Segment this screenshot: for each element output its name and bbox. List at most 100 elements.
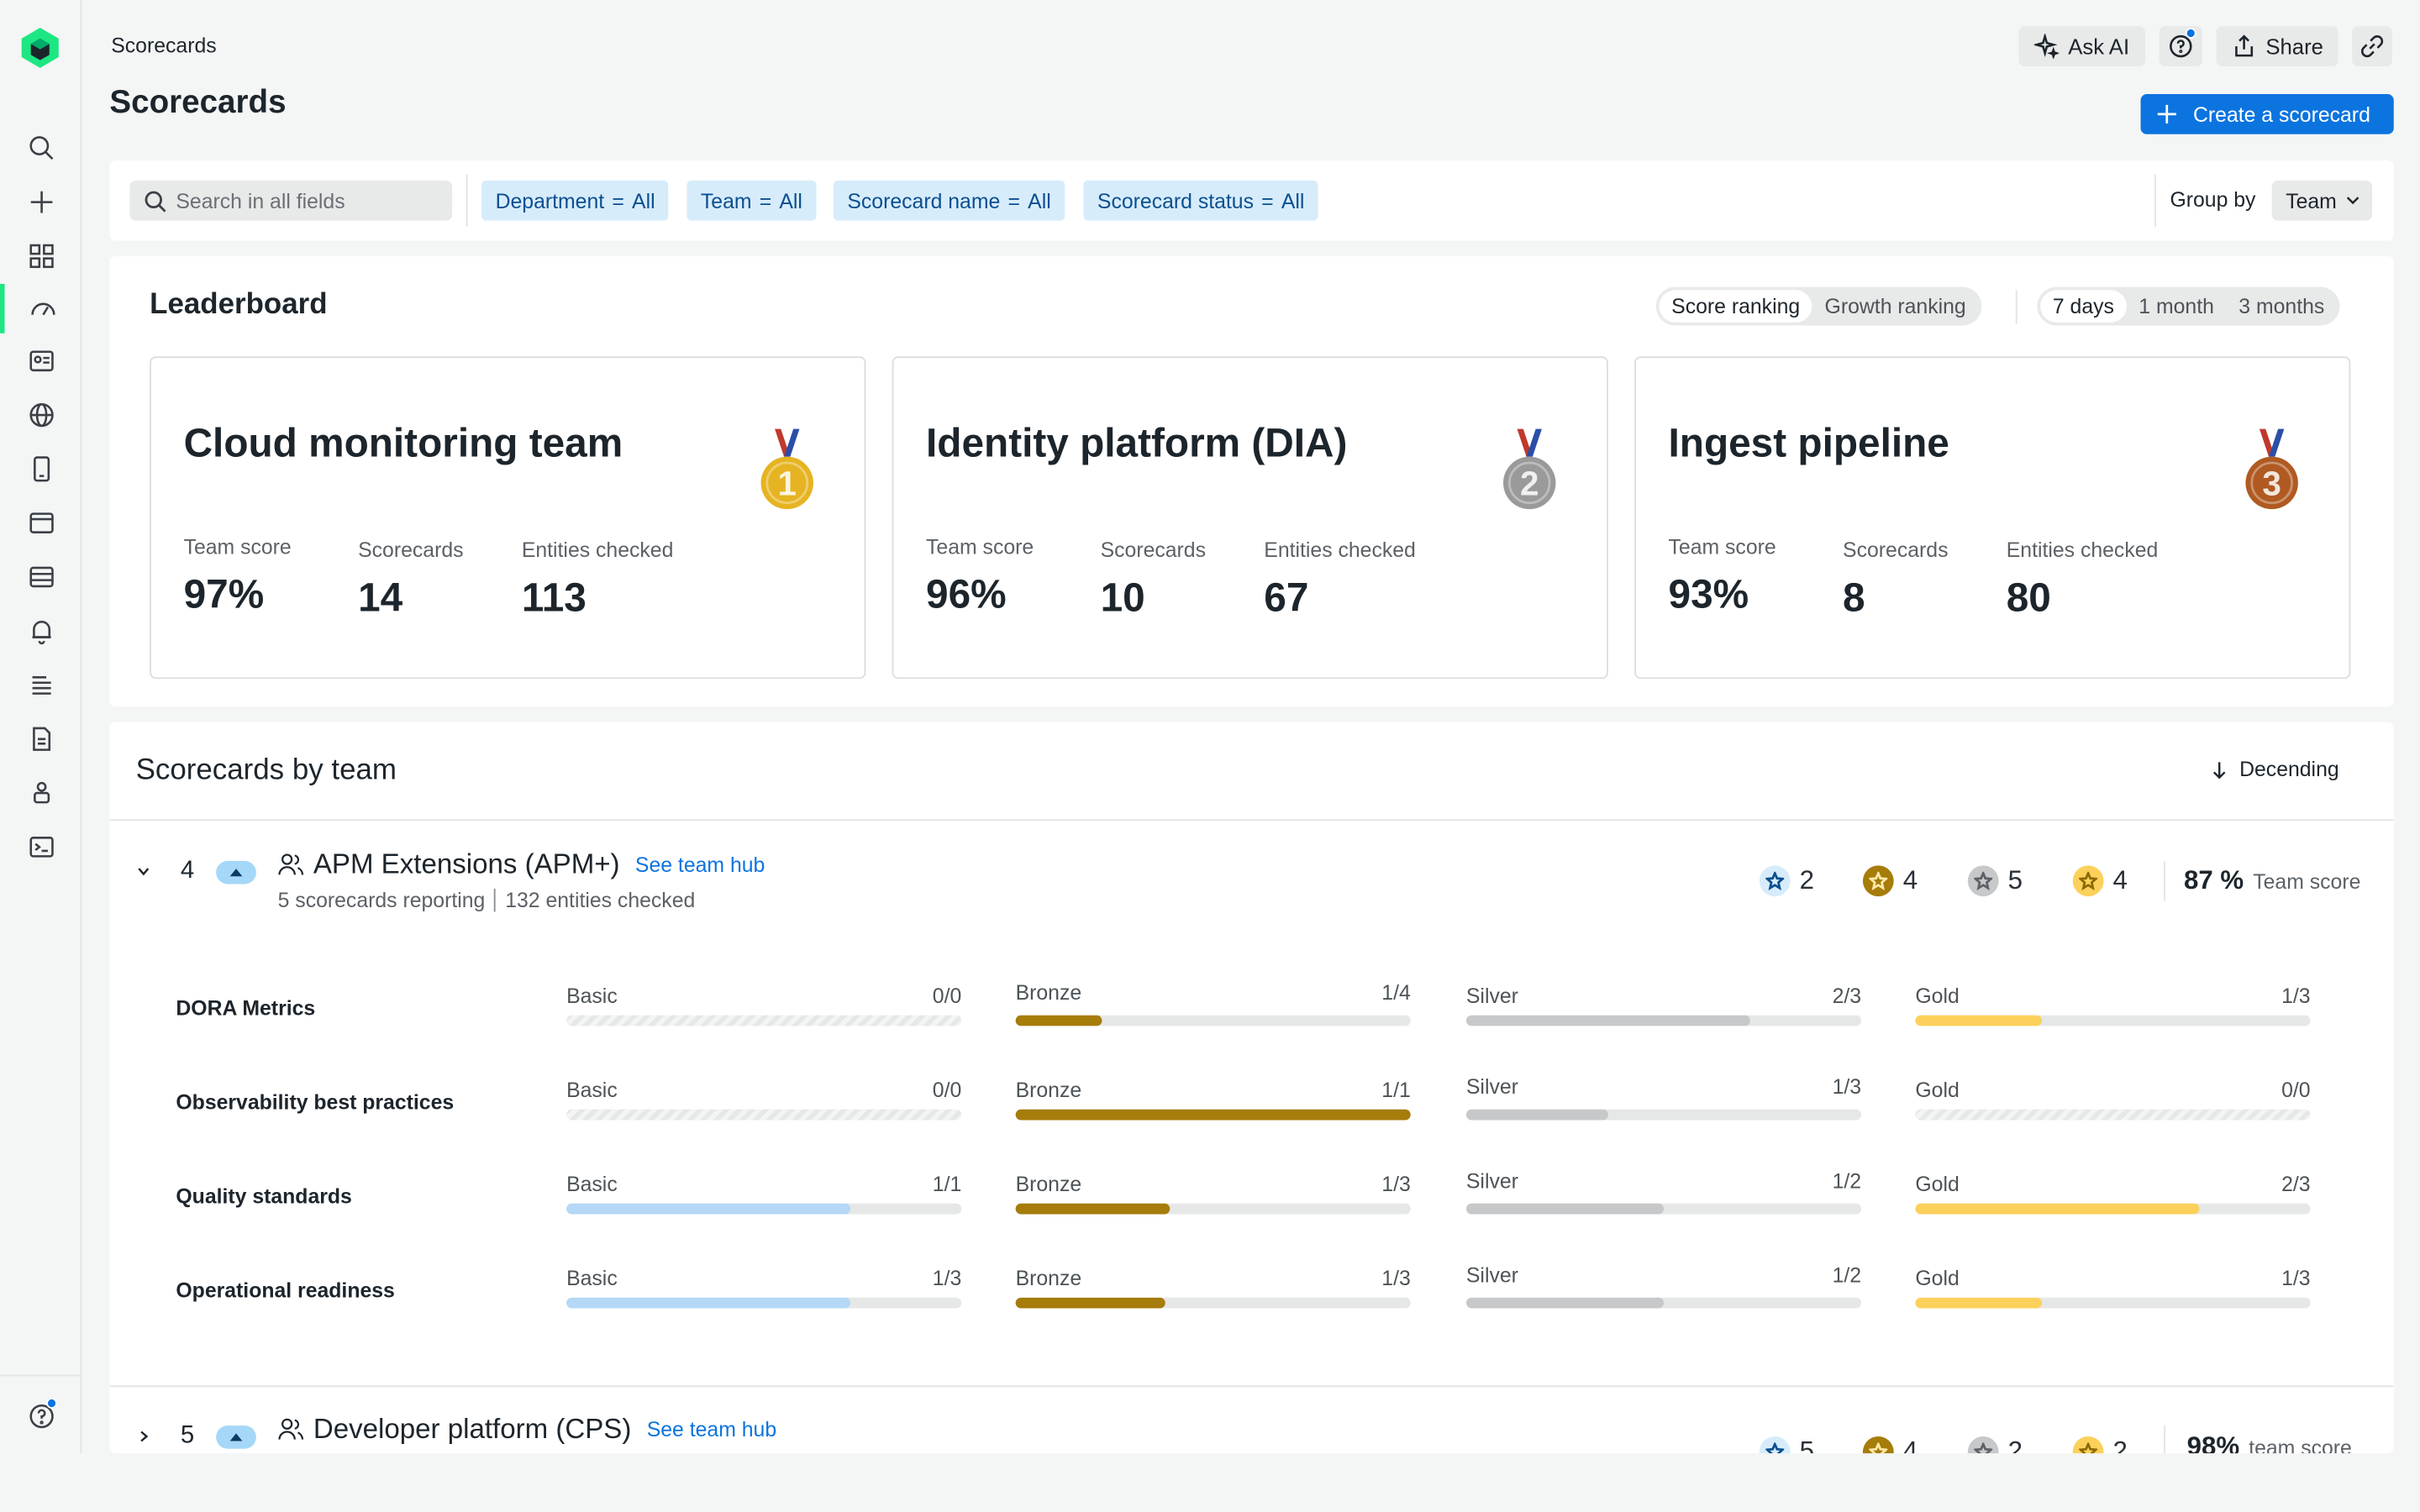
progress-track	[566, 1203, 962, 1215]
groupby-divider	[2154, 174, 2156, 227]
infrastructure-icon[interactable]	[0, 553, 82, 602]
progress-track	[1465, 1109, 1862, 1121]
share-button[interactable]: Share	[2216, 26, 2339, 66]
sparkle-icon	[2033, 34, 2060, 59]
metric-level-basic[interactable]: Basic 1/3	[566, 1266, 962, 1310]
group-by-value: Team	[2286, 188, 2337, 213]
level-value: 1/3	[932, 1266, 962, 1290]
team-score-value: 97%	[183, 570, 265, 617]
add-icon[interactable]	[0, 177, 82, 227]
basic-star-icon	[1759, 865, 1791, 897]
group-by-select[interactable]: Team	[2271, 180, 2373, 221]
link-icon	[2361, 35, 2384, 58]
group-by-label: Group by	[2170, 188, 2256, 212]
tab-3-months[interactable]: 3 months	[2238, 294, 2325, 318]
team-row-divider	[109, 1385, 2394, 1388]
document-icon[interactable]	[0, 714, 82, 764]
ai-robot-icon[interactable]	[0, 769, 82, 818]
progress-track	[1465, 1297, 1862, 1309]
chevron-down-icon	[2346, 197, 2360, 205]
level-label: Silver	[1465, 984, 1518, 1008]
progress-track	[1015, 1203, 1411, 1215]
breadcrumb[interactable]: Scorecards	[111, 34, 217, 57]
metric-level-silver[interactable]: Silver 1/2	[1465, 1263, 1862, 1309]
scorecards-gauge-icon[interactable]	[0, 283, 82, 333]
level-label: Silver	[1465, 1169, 1518, 1193]
search-input[interactable]: Search in all fields	[129, 180, 453, 221]
level-value: 0/0	[2281, 1078, 2311, 1102]
metric-level-silver[interactable]: Silver 2/3	[1465, 984, 1862, 1027]
filter-chip-department[interactable]: Department = All	[481, 180, 670, 221]
level-label: Bronze	[1015, 981, 1082, 1005]
metric-level-basic[interactable]: Basic 0/0	[566, 984, 962, 1027]
metric-level-bronze[interactable]: Bronze 1/1	[1015, 1078, 1411, 1121]
tab-score-ranking[interactable]: Score ranking	[1659, 290, 1812, 323]
sort-button[interactable]: Decending	[2212, 758, 2339, 780]
basic-badge-count: 5	[1759, 1436, 1814, 1454]
team-score-value: 96%	[926, 570, 1007, 617]
metric-level-gold[interactable]: Gold 1/3	[1915, 984, 2311, 1027]
metric-level-gold[interactable]: Gold 0/0	[1915, 1078, 2311, 1121]
chip-field: Scorecard status	[1097, 188, 1254, 213]
team-score-label: Team score	[2253, 869, 2361, 894]
tab-growth-ranking[interactable]: Growth ranking	[1824, 294, 1966, 318]
page-bottom	[0, 1453, 2420, 1512]
team-name-group: Developer platform (CPS) See team hub	[278, 1413, 777, 1446]
chevron-down-icon[interactable]	[136, 864, 151, 879]
period-toggle: 7 days 1 month 3 months	[2037, 286, 2340, 326]
metric-level-basic[interactable]: Basic 1/1	[566, 1172, 962, 1215]
metric-level-silver[interactable]: Silver 1/3	[1465, 1075, 1862, 1121]
triangle-up-icon	[229, 869, 243, 877]
new-relic-logo-icon[interactable]	[20, 26, 60, 69]
progress-track	[566, 1109, 962, 1121]
progress-fill	[566, 1297, 851, 1309]
metric-level-gold[interactable]: Gold 2/3	[1915, 1173, 2311, 1215]
rank-up-indicator	[216, 860, 256, 885]
search-icon[interactable]	[0, 123, 82, 173]
entity-card-icon[interactable]	[0, 336, 82, 386]
team-rank: 5	[180, 1422, 195, 1449]
level-value: 1/3	[1832, 1075, 1862, 1099]
filter-chip-scorecard-status[interactable]: Scorecard status = All	[1083, 180, 1318, 221]
level-value: 1/1	[1381, 1078, 1411, 1102]
see-team-hub-link[interactable]: See team hub	[634, 853, 765, 877]
progress-fill	[1015, 1109, 1411, 1121]
silver-badge-count: 5	[1967, 865, 2023, 897]
browser-window-icon[interactable]	[0, 498, 82, 548]
help-badge-dot	[2185, 28, 2196, 39]
metric-level-bronze[interactable]: Bronze 1/3	[1015, 1173, 1411, 1215]
help-icon[interactable]	[0, 1392, 82, 1441]
metric-name: DORA Metrics	[176, 996, 316, 1021]
filter-chip-scorecard-name[interactable]: Scorecard name = All	[833, 180, 1065, 221]
leaderboard-card[interactable]: Identity platform (DIA) 2 Team score Scorec…	[892, 356, 1608, 680]
tab-7-days[interactable]: 7 days	[2040, 290, 2127, 323]
metric-level-basic[interactable]: Basic 0/0	[566, 1079, 962, 1121]
filter-chip-team[interactable]: Team = All	[687, 180, 817, 221]
apps-grid-icon[interactable]	[0, 232, 82, 281]
level-label: Basic	[566, 1172, 618, 1196]
leaderboard-card[interactable]: Cloud monitoring team 1 Team score Scorecar…	[150, 356, 866, 680]
mobile-icon[interactable]	[0, 444, 82, 494]
see-team-hub-link[interactable]: See team hub	[646, 1417, 777, 1441]
leaderboard-card[interactable]: Ingest pipeline 3 Team score Scorecards Enti…	[1634, 356, 2351, 680]
terminal-icon[interactable]	[0, 822, 82, 872]
metric-level-bronze[interactable]: Bronze 1/3	[1015, 1267, 1411, 1310]
bell-icon[interactable]	[0, 606, 82, 656]
ranking-toggle: Score ranking Growth ranking	[1655, 286, 1982, 326]
metric-level-bronze[interactable]: Bronze 1/4	[1015, 981, 1411, 1026]
create-scorecard-button[interactable]: Create a scorecard	[2140, 94, 2394, 134]
metric-level-silver[interactable]: Silver 1/2	[1465, 1169, 1862, 1215]
ask-ai-button[interactable]: Ask AI	[2018, 26, 2145, 66]
rank-up-indicator	[216, 1425, 256, 1449]
tab-1-month[interactable]: 1 month	[2139, 294, 2214, 318]
chip-field: Team	[700, 188, 752, 213]
metric-level-gold[interactable]: Gold 1/3	[1915, 1267, 2311, 1310]
progress-track	[1465, 1203, 1862, 1215]
logs-icon[interactable]	[0, 660, 82, 710]
progress-track	[1015, 1297, 1411, 1309]
progress-track	[566, 1297, 962, 1309]
copy-link-button[interactable]	[2352, 26, 2392, 66]
chevron-right-icon[interactable]	[136, 1429, 151, 1444]
globe-icon[interactable]	[0, 391, 82, 440]
chip-operator: =	[612, 188, 624, 213]
